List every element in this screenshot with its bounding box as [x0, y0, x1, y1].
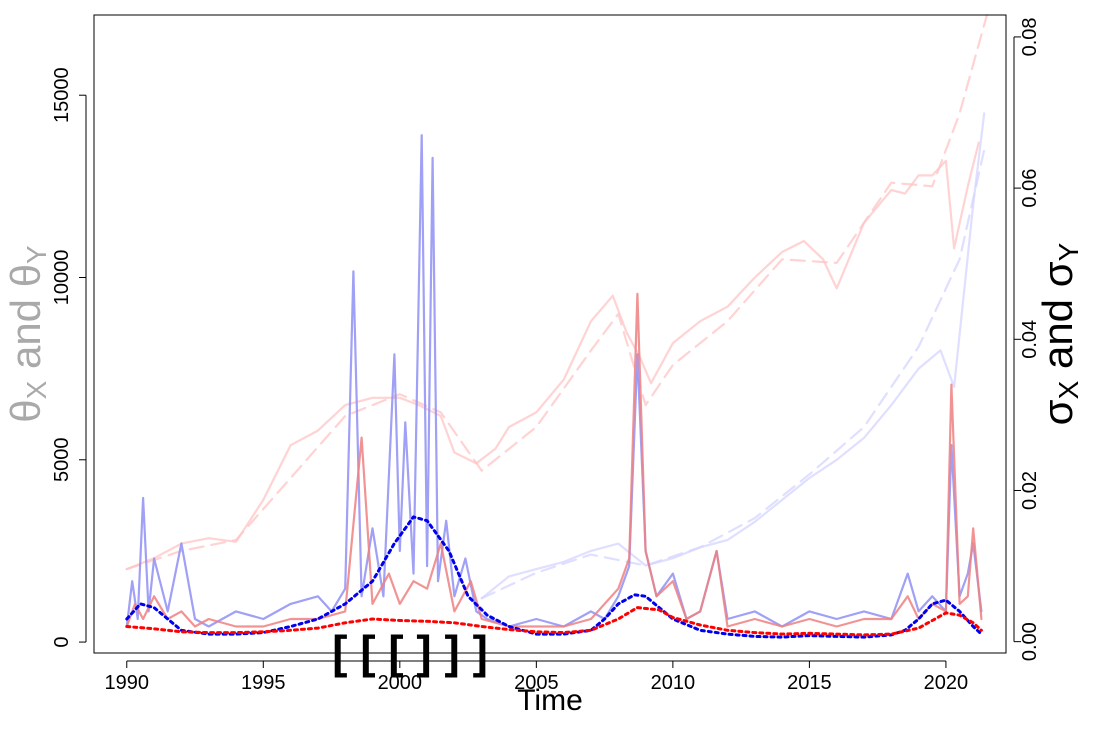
x-axis-title: Time: [517, 684, 583, 717]
left-axis-title: θX and θY: [2, 245, 52, 423]
x-tick-label: 2010: [651, 672, 696, 694]
series-line-6-smooth-dotted: [125, 515, 983, 639]
series-line-7-smooth-dotted: [125, 606, 983, 637]
bracket-annotation-label: [ [ [ ] ] ]: [332, 626, 488, 678]
y-right-tick-label: 0.08: [1019, 17, 1041, 56]
series-layer: [125, 13, 989, 639]
series-line-1-faint-dashed: [125, 13, 989, 571]
series-line-2-faint-solid: [480, 112, 986, 600]
x-tick-label: 2020: [924, 672, 969, 694]
bracket-annotation: [ [ [ ] ] ]: [332, 626, 488, 678]
y-axis-right: 0.00 0.02 0.04 0.06 0.08: [1013, 17, 1041, 661]
x-axis: 1990 1995 2000 2005 2010 2015 2020: [105, 660, 969, 694]
series-line-3-faint-dashed: [480, 148, 986, 600]
y-right-tick-label: 0.06: [1019, 169, 1041, 208]
y-left-tick-label: 5000: [51, 438, 73, 483]
x-tick-label: 1995: [241, 672, 286, 694]
series-line-0-faint-solid: [125, 141, 980, 571]
y-left-tick-label: 10000: [51, 250, 73, 306]
y-left-tick-label: 15000: [51, 67, 73, 123]
y-right-tick-label: 0.00: [1019, 622, 1041, 661]
y-right-tick-label: 0.02: [1019, 471, 1041, 510]
y-right-tick-label: 0.04: [1019, 320, 1041, 359]
y-left-tick-label: 0: [51, 637, 73, 648]
y-axis-left: 0 5000 10000 15000: [51, 67, 87, 648]
series-line-5-volatility: [125, 292, 983, 628]
right-axis-title: σX and σY: [1034, 242, 1084, 425]
x-tick-label: 2015: [787, 672, 832, 694]
x-tick-label: 1990: [105, 672, 150, 694]
plot-frame: [93, 14, 1007, 654]
x-tick-label: 2005: [514, 672, 559, 694]
series-line-4-volatility: [125, 134, 983, 628]
x-tick-label: 2000: [378, 672, 423, 694]
